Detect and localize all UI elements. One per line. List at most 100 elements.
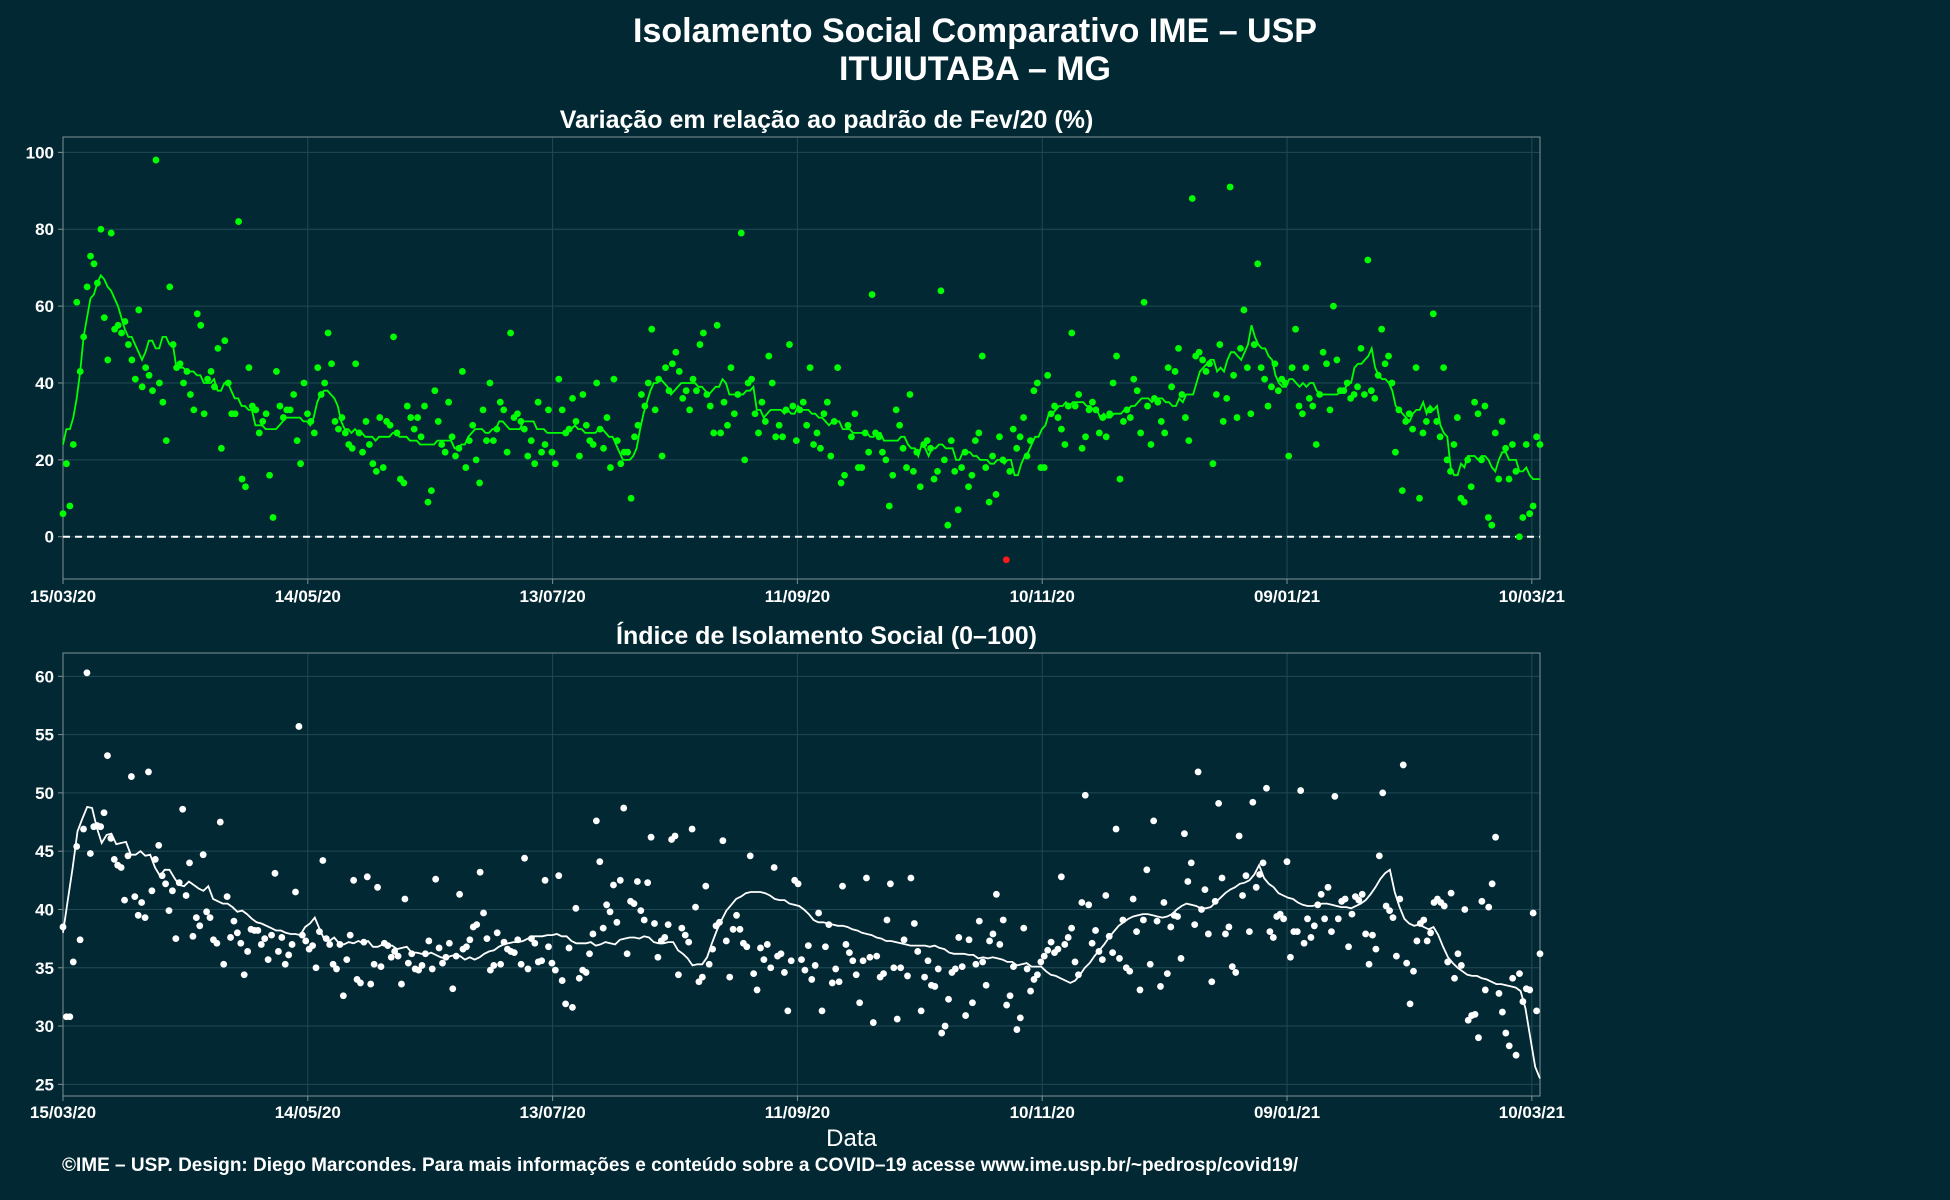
data-point: [702, 882, 710, 890]
data-point: [1526, 510, 1534, 518]
data-point: [231, 410, 239, 418]
data-point: [1310, 922, 1318, 930]
data-point: [1333, 356, 1341, 364]
data-point: [223, 893, 231, 901]
data-point: [733, 911, 740, 919]
data-point: [813, 429, 821, 437]
data-point: [1139, 916, 1147, 924]
y-tick-label: 20: [35, 451, 54, 470]
data-point: [1113, 352, 1120, 360]
data-point: [1495, 475, 1503, 483]
data-point: [1326, 406, 1334, 414]
data-point: [589, 930, 597, 938]
data-point: [359, 448, 366, 456]
data-point: [1371, 394, 1379, 402]
data-point: [76, 936, 84, 944]
data-point: [1163, 970, 1171, 977]
data-point: [1174, 913, 1181, 920]
data-point: [1247, 410, 1255, 418]
data-point: [1509, 441, 1516, 448]
data-point: [1526, 986, 1534, 994]
data-point: [510, 949, 518, 957]
data-point: [692, 903, 699, 911]
data-point: [975, 429, 983, 437]
data-point: [696, 341, 704, 348]
data-point: [1450, 441, 1458, 448]
data-point: [1406, 1000, 1414, 1008]
data-point: [627, 494, 635, 502]
data-point: [730, 410, 738, 418]
data-point: [1309, 402, 1317, 410]
data-point: [996, 433, 1003, 441]
data-point: [685, 938, 693, 946]
data-point: [363, 873, 371, 881]
data-point: [1211, 897, 1219, 905]
data-point: [1003, 1001, 1011, 1009]
data-point: [1410, 967, 1417, 975]
data-point: [172, 935, 180, 943]
data-point: [1409, 425, 1417, 433]
data-point: [293, 437, 301, 445]
data-point: [610, 375, 618, 383]
data-point: [1143, 866, 1151, 874]
y-tick-label: 100: [26, 143, 54, 162]
data-point: [1389, 914, 1397, 922]
data-point: [1201, 886, 1209, 894]
data-point: [386, 421, 394, 429]
data-point: [1467, 483, 1475, 491]
data-point: [828, 979, 836, 987]
data-point: [947, 437, 955, 445]
data-point: [1361, 391, 1368, 398]
data-point: [286, 406, 294, 414]
data-point: [668, 360, 676, 368]
data-point: [438, 441, 446, 448]
data-point: [1085, 901, 1093, 909]
data-point: [555, 872, 563, 880]
data-point: [435, 944, 443, 952]
data-point: [179, 805, 187, 813]
data-point: [1420, 916, 1428, 924]
data-point: [302, 937, 310, 945]
data-point: [1293, 928, 1301, 936]
data-point: [569, 394, 576, 402]
data-point: [125, 341, 132, 348]
data-point: [900, 936, 908, 944]
data-point: [1505, 1042, 1513, 1050]
data-point: [445, 398, 453, 406]
data-point: [1030, 976, 1038, 983]
data-point: [1191, 921, 1199, 929]
data-point: [603, 901, 611, 909]
data-point: [151, 855, 159, 863]
data-point: [217, 444, 225, 452]
data-point: [240, 971, 248, 979]
data-point: [261, 935, 269, 943]
data-point: [896, 421, 904, 429]
data-point: [1016, 1014, 1024, 1022]
data-point: [1331, 792, 1339, 800]
data-point: [803, 421, 811, 429]
data-point: [1078, 899, 1086, 906]
data-point: [245, 364, 253, 372]
data-point: [237, 939, 245, 947]
data-point: [259, 418, 267, 425]
data-point: [761, 418, 769, 425]
data-point: [572, 418, 580, 425]
data-point: [534, 398, 542, 406]
data-point: [1454, 950, 1462, 958]
data-point: [675, 368, 683, 375]
data-point: [1081, 791, 1089, 799]
data-point: [931, 983, 939, 990]
data-point: [1516, 970, 1523, 977]
panel-title: Índice de Isolamento Social (0–100): [616, 621, 1037, 650]
data-point: [1237, 344, 1244, 352]
panel-title: Variação em relação ao padrão de Fev/20 …: [560, 106, 1094, 134]
data-point: [1357, 344, 1365, 352]
data-point: [1061, 941, 1069, 948]
data-point: [142, 364, 150, 372]
data-point: [216, 818, 224, 826]
data-point: [1235, 832, 1243, 840]
data-point: [975, 917, 983, 925]
data-point: [638, 391, 645, 398]
data-point: [603, 414, 611, 421]
data-point: [551, 966, 559, 974]
